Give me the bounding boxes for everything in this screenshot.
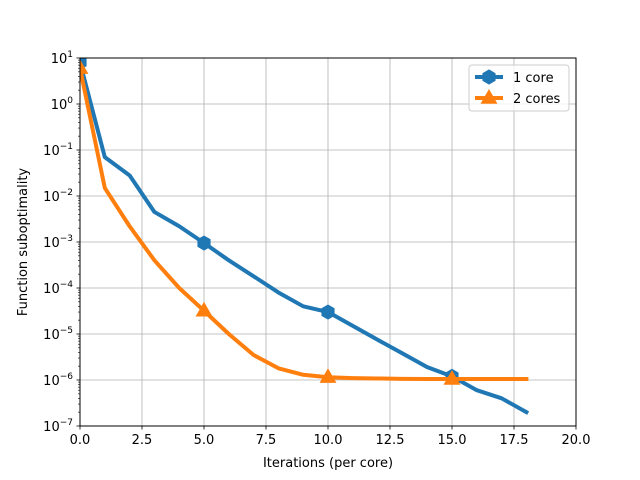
data-point-marker <box>321 304 335 320</box>
data-point-marker <box>319 368 337 383</box>
y-axis-label: Function suboptimality <box>16 168 31 317</box>
x-tick-label: 7.5 <box>256 433 277 448</box>
x-tick-label: 20.0 <box>562 433 591 448</box>
series-1 <box>80 59 529 385</box>
legend-marker <box>482 69 496 85</box>
y-tick-label: 10−3 <box>43 234 73 251</box>
x-tick-label: 15.0 <box>438 433 467 448</box>
y-tick-label: 10−1 <box>43 142 73 159</box>
series-layer <box>80 58 530 415</box>
x-tick-label: 5.0 <box>194 433 215 448</box>
data-point-marker <box>197 235 211 251</box>
data-point-marker <box>195 301 213 317</box>
x-tick-label: 2.5 <box>132 433 153 448</box>
y-tick-label: 100 <box>51 96 74 113</box>
x-tick-label: 0.0 <box>70 433 91 448</box>
x-tick-label: 12.5 <box>376 433 405 448</box>
y-tick-label: 10−4 <box>43 280 73 297</box>
y-tick-label: 10−7 <box>43 418 73 435</box>
ticks: 0.0 2.5 5.0 7.5 10.0 12.5 15.0 17.5 20.0 101 100 10… <box>43 50 590 448</box>
legend-marker <box>480 88 498 104</box>
legend-label: 2 cores <box>513 92 561 107</box>
y-tick-label: 10−5 <box>43 326 73 343</box>
legend: 1 core 2 cores <box>468 64 570 112</box>
x-tick-label: 17.5 <box>500 433 529 448</box>
y-tick-label: 10−2 <box>43 188 73 205</box>
y-tick-label: 101 <box>51 50 73 67</box>
x-tick-label: 10.0 <box>314 433 343 448</box>
x-axis-label: Iterations (per core) <box>263 456 393 471</box>
legend-label: 1 core <box>513 71 554 86</box>
data-point-marker <box>80 59 89 74</box>
y-tick-label: 10−6 <box>43 372 73 389</box>
data-point-marker <box>443 370 461 385</box>
